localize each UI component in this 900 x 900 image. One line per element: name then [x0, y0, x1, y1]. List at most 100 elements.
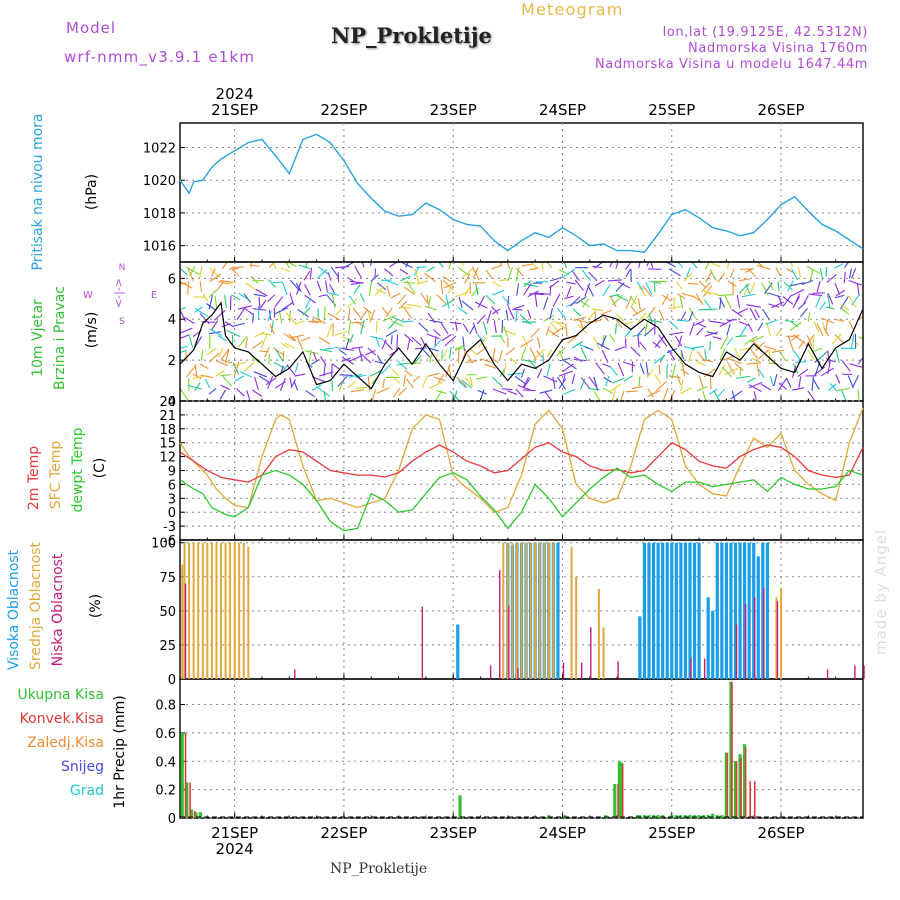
wind-arrow [709, 340, 711, 351]
wind-arrow [499, 334, 506, 344]
y-tick-label: 1022 [143, 142, 176, 157]
wind-arrow [245, 282, 256, 290]
wind-arrow [790, 282, 805, 287]
wind-arrow [316, 280, 322, 292]
wind-arrow [593, 390, 601, 401]
low-cloud-title: Niska Oblacnost [50, 553, 66, 666]
wind-arrow [614, 323, 617, 335]
mid-cloud-bar [502, 542, 505, 679]
wind-arrow [775, 328, 783, 337]
wind-arrow [541, 262, 544, 270]
wind-arrow [414, 268, 420, 284]
low-cloud-bar [826, 669, 829, 679]
bottom-day-label: 23SEP [430, 824, 477, 842]
precip-total-bar [729, 681, 733, 818]
wind-arrow [825, 306, 835, 310]
wind-arrow [347, 381, 357, 389]
wind-arrow [746, 377, 756, 384]
high-cloud-bar [724, 542, 728, 679]
wind-arrow [811, 376, 814, 392]
wind-arrow [625, 296, 633, 309]
wind-arrow [734, 362, 744, 372]
model-elevation-label: Nadmorska Visina u modelu 1647.44m [594, 57, 868, 72]
high-cloud-bar [656, 542, 660, 679]
wind-arrow [351, 346, 363, 349]
wind-arrow [204, 378, 211, 389]
wind-arrow [447, 285, 454, 294]
wind-arrow [671, 363, 677, 379]
top-day-label: 21SEP [211, 101, 258, 119]
high-cloud-bar [647, 542, 651, 679]
wind-arrow [360, 319, 365, 335]
wind-arrow [440, 279, 444, 295]
wind-arrow [391, 320, 404, 327]
wind-arrow [668, 331, 684, 336]
wind-arrow [632, 333, 642, 337]
wind-arrow [304, 350, 319, 355]
wind-arrow [453, 390, 458, 401]
mid-cloud-bar [511, 542, 514, 679]
wind-arrow [625, 268, 631, 278]
mid-cloud-bar [242, 542, 245, 679]
wind-arrow [719, 347, 726, 360]
wind-arrow [427, 296, 432, 308]
wind-arrow [180, 281, 193, 289]
wind-arrow [629, 295, 637, 305]
mid-cloud-bar [210, 542, 213, 679]
wind-arrow [384, 268, 394, 277]
wind-arrow [202, 293, 209, 302]
wind-arrow [240, 371, 252, 378]
wind-arrow [318, 294, 328, 298]
high-cloud-bar [715, 542, 719, 679]
mid-cloud-bar [543, 542, 546, 679]
y-tick-label: -6 [163, 534, 176, 549]
wind-arrow [546, 349, 553, 358]
wind-arrow [549, 308, 553, 320]
wind-arrow [499, 368, 506, 377]
wind-arrow [624, 262, 632, 270]
wind-arrow [251, 356, 260, 364]
wind-arrow [502, 362, 507, 378]
precip-conv-bar [740, 758, 742, 818]
y-tick-label: 12 [159, 451, 176, 466]
wind-arrow [726, 323, 731, 336]
wind-arrow [199, 280, 202, 292]
precip-total-bar [656, 815, 660, 818]
wind-arrow [209, 273, 221, 282]
wind-arrow [624, 328, 633, 338]
wind-arrow [319, 355, 327, 365]
wind-arrow [758, 349, 770, 360]
wind-arrow [445, 294, 450, 309]
wind-arrow [558, 370, 574, 377]
wind-arrow [669, 389, 676, 401]
wind-arrow [298, 264, 311, 270]
wind-arrow [499, 350, 503, 360]
wind-arrow [400, 275, 411, 282]
wind-arrow [408, 362, 422, 365]
high-cloud-bar [756, 556, 760, 679]
wind-arrow [293, 381, 299, 391]
wind-arrow [637, 326, 646, 336]
wind-arrow [765, 319, 778, 325]
wind-arrow [736, 375, 751, 379]
wind-arrow [397, 360, 408, 370]
wind-arrow [522, 376, 530, 389]
wind-arrow [323, 306, 326, 321]
wind-arrow [456, 376, 468, 388]
mid-cloud-bar [181, 564, 184, 679]
wind-arrow [746, 304, 762, 308]
wind-arrow [835, 318, 845, 322]
wind-arrow [339, 374, 353, 376]
wind-arrow [358, 347, 363, 362]
wind-arrow [364, 349, 376, 356]
wind-arrow [482, 321, 488, 335]
wind-arrow [385, 329, 398, 337]
mid-cloud-bar [534, 542, 537, 679]
wind-arrow [543, 297, 549, 310]
wind-arrow [610, 366, 618, 376]
wind-arrow [180, 309, 186, 322]
pressure-title: Pritisak na nivou mora [30, 113, 46, 270]
wind-arrow [507, 295, 510, 307]
wind-arrow [722, 366, 733, 378]
wind-arrow [592, 265, 603, 269]
